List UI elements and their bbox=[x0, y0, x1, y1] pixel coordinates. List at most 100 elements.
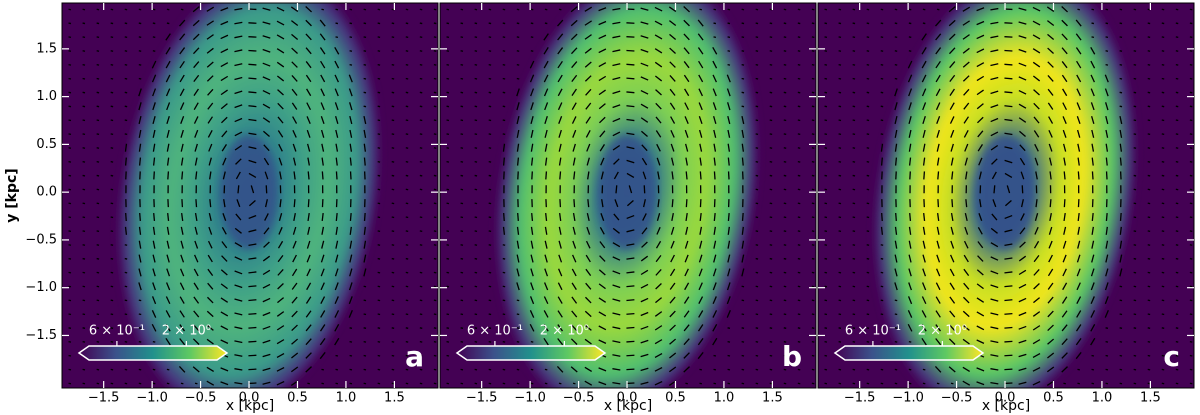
quiver-arrow bbox=[320, 254, 325, 263]
quiver-arrow bbox=[405, 341, 409, 343]
quiver-arrow bbox=[908, 50, 912, 52]
quiver-arrow bbox=[950, 382, 954, 385]
quiver-arrow bbox=[96, 313, 100, 316]
quiver-arrow bbox=[656, 212, 661, 222]
quiver-arrow bbox=[685, 212, 688, 222]
quiver-arrow bbox=[935, 88, 941, 97]
quiver-arrow bbox=[110, 230, 114, 232]
quiver-arrow bbox=[811, 36, 815, 39]
quiver-arrow bbox=[936, 212, 940, 222]
quiver-arrow bbox=[405, 133, 409, 136]
quiver-arrow bbox=[1175, 299, 1179, 302]
quiver-arrow bbox=[405, 147, 409, 149]
quiver-arrow bbox=[334, 102, 339, 111]
quiver-arrow bbox=[530, 88, 535, 97]
quiver-arrow bbox=[783, 119, 787, 122]
quiver-arrow bbox=[165, 310, 171, 318]
quiver-arrow bbox=[570, 338, 578, 345]
quiver-arrow bbox=[824, 22, 828, 25]
quiver-arrow bbox=[180, 226, 184, 235]
quiver-arrow bbox=[1090, 116, 1095, 125]
quiver-arrow bbox=[220, 297, 229, 303]
quiver-arrow bbox=[419, 354, 423, 357]
quiver-arrow bbox=[824, 36, 828, 39]
quiver-arrow bbox=[880, 22, 884, 25]
quiver-arrow bbox=[990, 90, 999, 95]
quiver-arrow bbox=[1119, 240, 1123, 249]
quiver-arrow bbox=[727, 143, 731, 152]
quiver-arrow bbox=[936, 116, 941, 124]
quiver-arrow bbox=[612, 326, 621, 330]
quiver-arrow bbox=[852, 160, 856, 163]
quiver-arrow bbox=[894, 8, 898, 11]
quiver-arrow bbox=[1175, 174, 1179, 177]
quiver-arrow bbox=[990, 326, 999, 330]
quiver-arrow bbox=[1076, 268, 1081, 277]
quiver-arrow bbox=[419, 382, 423, 385]
quiver-arrow bbox=[433, 36, 437, 39]
quiver-arrow bbox=[642, 213, 647, 221]
quiver-arrow bbox=[306, 116, 311, 124]
quiver-arrow bbox=[1020, 171, 1025, 180]
quiver-arrow bbox=[1048, 143, 1053, 152]
quiver-arrow bbox=[712, 282, 717, 291]
quiver-arrow bbox=[1004, 200, 1012, 207]
quiver-arrow bbox=[852, 22, 856, 25]
quiver-arrow bbox=[391, 77, 395, 80]
quiver-arrow bbox=[124, 63, 128, 66]
quiver-arrow bbox=[488, 119, 492, 122]
quiver-arrow bbox=[1147, 271, 1151, 274]
quiver-arrow bbox=[193, 74, 200, 83]
quiver-arrow bbox=[852, 105, 856, 108]
quiver-arrow bbox=[377, 50, 381, 52]
quiver-arrow bbox=[234, 117, 243, 123]
quiver-arrow bbox=[1119, 268, 1123, 277]
quiver-arrow bbox=[419, 174, 423, 177]
quiver-arrow bbox=[755, 174, 759, 177]
quiver-arrow bbox=[237, 185, 240, 194]
quiver-arrow bbox=[306, 102, 312, 111]
quiver-arrow bbox=[96, 382, 100, 385]
quiver-arrow bbox=[124, 244, 128, 246]
x-tick-label: −1.0 bbox=[892, 391, 924, 406]
quiver-arrow bbox=[640, 339, 649, 344]
quiver-arrow bbox=[852, 313, 856, 316]
quiver-arrow bbox=[391, 8, 395, 11]
quiver-arrow bbox=[1004, 159, 1013, 164]
quiver-arrow bbox=[139, 212, 141, 222]
quiver-arrow bbox=[598, 269, 606, 276]
quiver-arrow bbox=[363, 368, 367, 371]
quiver-arrow bbox=[976, 89, 984, 96]
quiver-arrow bbox=[68, 271, 72, 274]
quiver-arrow bbox=[612, 312, 621, 316]
quiver-arrow bbox=[922, 129, 926, 138]
quiver-arrow bbox=[783, 271, 787, 274]
quiver-arrow bbox=[1119, 226, 1122, 235]
quiver-arrow bbox=[769, 105, 773, 108]
quiver-arrow bbox=[1018, 325, 1027, 330]
quiver-arrow bbox=[1119, 22, 1123, 25]
quiver-arrow bbox=[1033, 89, 1040, 96]
quiver-arrow bbox=[1119, 157, 1122, 166]
quiver-arrow bbox=[1119, 115, 1123, 125]
quiver-arrow bbox=[1161, 8, 1165, 11]
quiver-arrow bbox=[165, 47, 171, 55]
quiver-arrow bbox=[405, 160, 409, 163]
quiver-arrow bbox=[193, 61, 200, 69]
quiver-arrow bbox=[488, 50, 492, 52]
colorbar bbox=[833, 345, 985, 361]
quiver-arrow bbox=[712, 74, 717, 83]
quiver-arrow bbox=[1119, 105, 1123, 108]
quiver-arrow bbox=[654, 339, 663, 345]
quiver-arrow bbox=[446, 133, 450, 136]
quiver-arrow bbox=[712, 323, 718, 332]
quiver-arrow bbox=[615, 185, 618, 194]
quiver-arrow bbox=[124, 257, 128, 260]
quiver-arrow bbox=[866, 327, 870, 329]
quiver-arrow bbox=[712, 46, 718, 55]
quiver-arrow bbox=[1091, 368, 1095, 371]
quiver-arrow bbox=[460, 327, 464, 329]
quiver-arrow bbox=[124, 119, 128, 122]
quiver-arrow bbox=[307, 382, 310, 385]
quiver-arrow bbox=[235, 171, 241, 180]
